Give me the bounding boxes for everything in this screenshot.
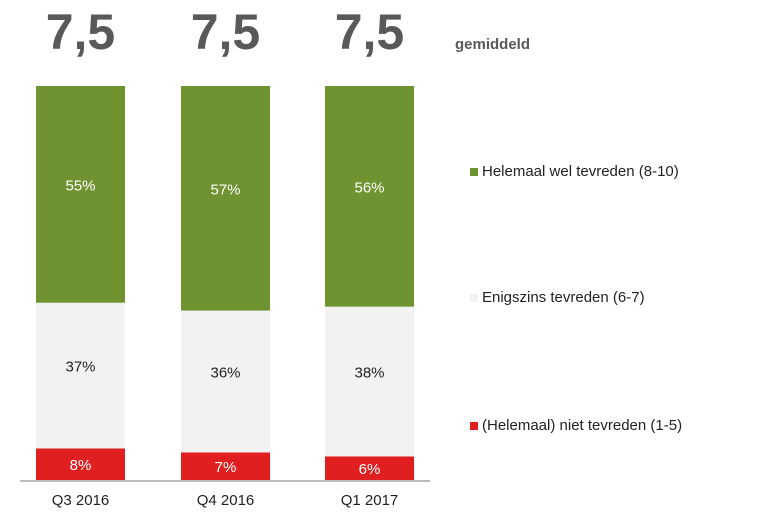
bar-segment: [181, 86, 270, 311]
x-tick-label: Q1 2017: [341, 492, 399, 509]
average-value: 7,5: [335, 4, 405, 60]
data-label: 56%: [354, 179, 384, 196]
data-label: 37%: [65, 359, 95, 376]
legend-swatch: [470, 422, 478, 430]
bar-segment: [36, 302, 125, 449]
average-value: 7,5: [46, 4, 116, 60]
data-label: 55%: [65, 177, 95, 194]
legend-label: Helemaal wel tevreden (8-10): [482, 163, 679, 180]
bar-segment: [325, 456, 414, 480]
averages-label: gemiddeld: [455, 36, 530, 53]
data-label: 57%: [210, 181, 240, 198]
data-label: 36%: [210, 364, 240, 381]
legend-swatch: [470, 294, 478, 302]
bar-segment: [181, 452, 270, 480]
bar-segment: [36, 448, 125, 480]
legend-label: (Helemaal) niet tevreden (1-5): [482, 417, 682, 434]
legend-swatch: [470, 168, 478, 176]
average-value: 7,5: [191, 4, 261, 60]
bar-segment: [325, 306, 414, 457]
legend-label: Enigszins tevreden (6-7): [482, 289, 645, 306]
x-tick-label: Q3 2016: [52, 492, 110, 509]
bar-segment: [36, 86, 125, 303]
bar-segment: [181, 310, 270, 453]
x-tick-label: Q4 2016: [197, 492, 255, 509]
bar-segment: [325, 86, 414, 307]
data-label: 8%: [70, 457, 92, 474]
data-label: 6%: [359, 461, 381, 478]
data-label: 7%: [215, 459, 237, 476]
data-label: 38%: [354, 364, 384, 381]
